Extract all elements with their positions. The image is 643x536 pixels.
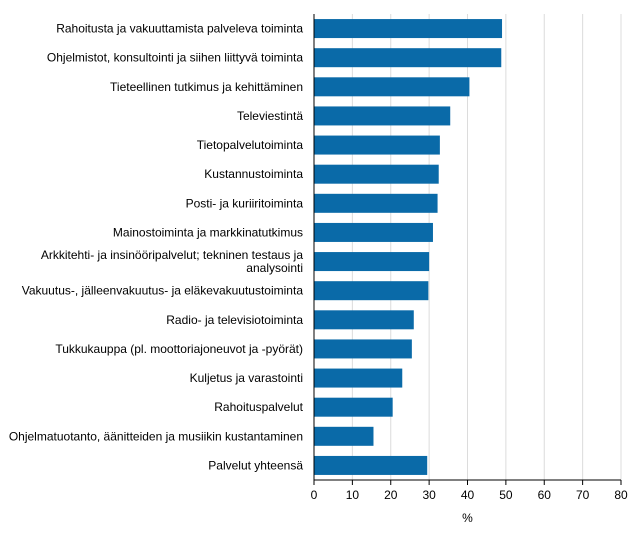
category-label: Tukkukauppa (pl. moottoriajoneuvot ja -p… [55,342,303,356]
category-label: Televiestintä [237,109,303,123]
category-labels: Rahoitusta ja vakuuttamista palveleva to… [9,22,304,473]
bar [314,48,502,68]
category-label: Tieteellinen tutkimus ja kehittäminen [110,80,303,94]
bar [314,106,451,126]
x-tick-label: 20 [384,488,398,502]
bar [314,222,433,242]
category-label: Kustannustoiminta [204,167,303,181]
category-label-line: Vakuutus-, jälleenvakuutus- ja eläkevaku… [22,284,304,298]
bars [314,19,503,475]
bar [314,77,470,97]
category-label: Rahoituspalvelut [214,400,303,414]
category-label-line: Arkkitehti- ja insinööripalvelut; teknin… [41,248,303,262]
category-label-line: Tietopalvelutoiminta [197,138,304,152]
category-label-line: Tieteellinen tutkimus ja kehittäminen [110,80,303,94]
bar [314,252,430,272]
category-label-line: Tukkukauppa (pl. moottoriajoneuvot ja -p… [55,342,303,356]
category-label: Tietopalvelutoiminta [197,138,304,152]
x-tick-label: 70 [576,488,590,502]
category-label-line: Mainostoiminta ja markkinatutkimus [113,225,303,239]
category-label-line: Kuljetus ja varastointi [190,371,303,385]
bar [314,339,412,359]
category-label-line: Televiestintä [237,109,303,123]
category-label: Ohjelmistot, konsultointi ja siihen liit… [47,51,303,65]
category-label-line: Posti- ja kuriiritoiminta [186,196,304,210]
category-label: Radio- ja televisiotoiminta [166,313,303,327]
bar [314,310,414,330]
bar [314,193,438,213]
bar [314,281,429,301]
category-label: Posti- ja kuriiritoiminta [186,196,304,210]
category-label: Rahoitusta ja vakuuttamista palveleva to… [56,22,303,36]
category-label: Palvelut yhteensä [208,458,303,472]
x-tick-label: 10 [346,488,360,502]
category-label: Mainostoiminta ja markkinatutkimus [113,225,303,239]
bar [314,368,403,388]
category-label-line: Rahoituspalvelut [214,400,303,414]
x-axis: 0 10 20 30 40 50 60 70 80 [311,14,628,502]
x-axis-title: % [462,511,473,525]
x-tick-label: 60 [538,488,552,502]
x-tick-label: 0 [311,488,318,502]
bar [314,426,374,446]
bar [314,135,440,155]
category-label-line: analysointi [246,261,303,275]
category-label: Arkkitehti- ja insinööripalvelut; teknin… [41,248,303,275]
x-tick-label: 50 [499,488,513,502]
x-tick-label: 80 [614,488,628,502]
category-label: Ohjelmatuotanto, äänitteiden ja musiikin… [9,429,303,443]
bar [314,397,393,417]
category-label: Vakuutus-, jälleenvakuutus- ja eläkevaku… [22,284,304,298]
category-label-line: Palvelut yhteensä [208,458,303,472]
category-label-line: Ohjelmatuotanto, äänitteiden ja musiikin… [9,429,303,443]
category-label-line: Ohjelmistot, konsultointi ja siihen liit… [47,51,303,65]
bar [314,19,503,39]
bar [314,164,439,184]
category-label-line: Kustannustoiminta [204,167,303,181]
x-tick-label: 30 [422,488,436,502]
category-label: Kuljetus ja varastointi [190,371,303,385]
x-tick-label: 40 [461,488,475,502]
bar [314,455,428,475]
category-label-line: Rahoitusta ja vakuuttamista palveleva to… [56,22,303,36]
category-label-line: Radio- ja televisiotoiminta [166,313,303,327]
